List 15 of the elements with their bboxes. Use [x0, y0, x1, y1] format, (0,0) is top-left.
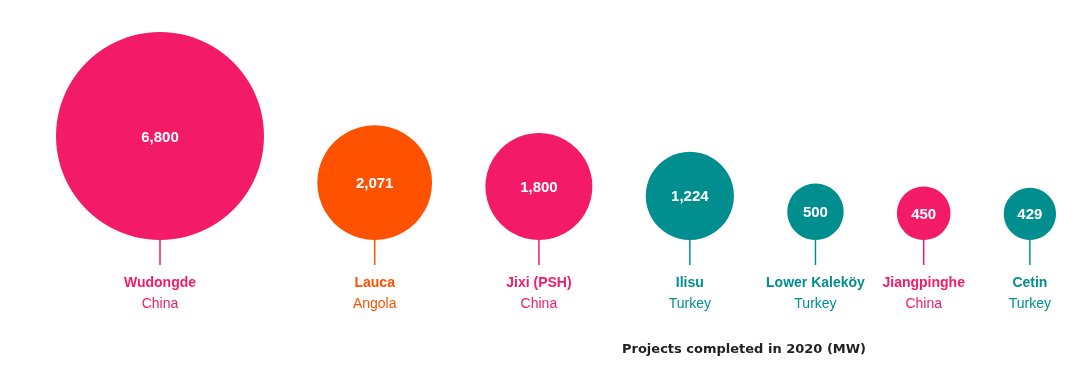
category-label: Lower Kaleköy Turkey — [766, 274, 866, 311]
category-label: Cetin Turkey — [1008, 274, 1052, 311]
category-label: Jiangpinghe China — [882, 274, 966, 311]
data-label: 2,071 — [355, 174, 394, 192]
data-label: 429 — [1017, 205, 1043, 223]
data-label: 1,224 — [671, 187, 710, 205]
category-label: Jixi (PSH) China — [506, 274, 572, 311]
category-label: Lauca Angola — [352, 274, 397, 311]
text: Projects completed in 2020 (MW) — [622, 341, 867, 356]
category-label: Ilisu Turkey — [668, 274, 711, 311]
data-label: 450 — [911, 204, 937, 222]
data-label: 500 — [802, 203, 828, 221]
data-label: 1,800 — [520, 177, 558, 195]
category-label: Wudongde China — [123, 274, 197, 311]
data-label: 6,800 — [141, 127, 179, 145]
